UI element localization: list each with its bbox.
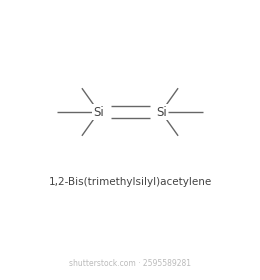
Text: Si: Si	[93, 106, 104, 118]
Text: shutterstock.com · 2595589281: shutterstock.com · 2595589281	[69, 259, 191, 268]
Text: 1,2-Bis(trimethylsilyl)acetylene: 1,2-Bis(trimethylsilyl)acetylene	[48, 177, 212, 187]
Text: Si: Si	[156, 106, 167, 118]
